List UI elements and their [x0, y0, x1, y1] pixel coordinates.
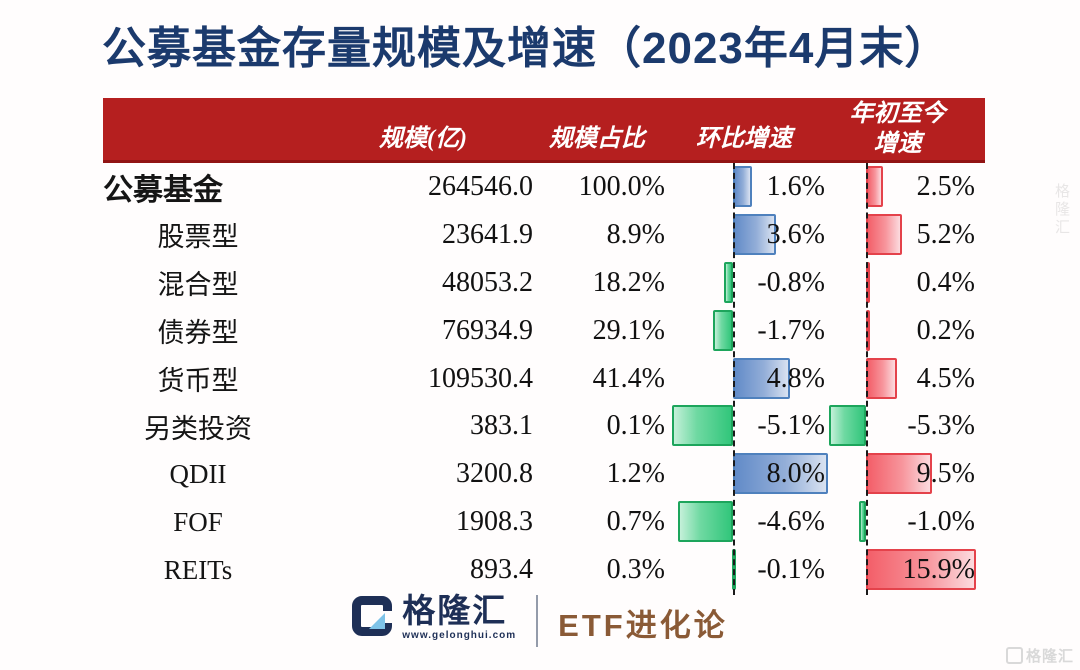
mom-growth-value: -0.8% [757, 266, 825, 298]
row-label: 货币型 [157, 366, 239, 396]
mom-growth-value: -1.7% [757, 314, 825, 346]
corner-watermark: 格隆汇 [1005, 645, 1074, 666]
ytd-growth-value: 0.4% [916, 266, 975, 298]
ytd-data-bar [866, 357, 898, 399]
g-icon-notch [383, 611, 393, 623]
footer: 格隆汇 www.gelonghui.com ETF进化论 [0, 594, 1080, 647]
mom-growth-value: 1.6% [766, 170, 825, 202]
ytd-growth-value: 0.2% [916, 314, 975, 346]
mom-data-bar [733, 357, 790, 399]
scale-value: 76934.9 [442, 314, 533, 346]
g-icon-triangle [369, 613, 386, 629]
mom-growth-value: 3.6% [766, 218, 825, 250]
row-label: 另类投资 [144, 413, 252, 444]
share-value: 0.7% [606, 506, 665, 538]
ytd-growth-value: 15.9% [902, 554, 975, 586]
brand-text-block: 格隆汇 www.gelonghui.com [402, 592, 517, 642]
share-value: 1.2% [606, 458, 665, 490]
table-body: 公募基金 264546.0 100.0% 1.6% 2.5% 股票型 23641.9 8.9%… [103, 163, 985, 594]
column-header-mom-growth: 环比增速 [696, 126, 792, 152]
page-title: 公募基金存量规模及增速（2023年4月末） [102, 24, 950, 73]
scale-value: 23641.9 [442, 218, 533, 250]
scale-value: 3200.8 [456, 458, 533, 490]
ytd-data-bar [866, 549, 976, 591]
row-label: 债券型 [157, 318, 239, 349]
row-label: REITs [163, 554, 233, 585]
mom-data-bar [678, 501, 733, 543]
column-header-ytd-line2: 增速 [873, 131, 922, 157]
ytd-growth-value: 4.5% [916, 362, 975, 394]
share-value: 100.0% [578, 170, 665, 202]
scale-value: 109530.4 [428, 362, 533, 394]
mom-growth-value: 8.0% [766, 458, 825, 490]
table-row: 债券型 76934.9 29.1% -1.7% 0.2% [103, 307, 985, 355]
side-watermark: 格隆汇 [1053, 183, 1070, 237]
column-header-share: 规模占比 [549, 126, 645, 152]
scale-value: 48053.2 [442, 266, 533, 298]
ytd-growth-value: 5.2% [916, 218, 975, 250]
table-row: REITs 893.4 0.3% -0.1% 15.9% [103, 546, 985, 594]
share-value: 0.3% [606, 554, 665, 586]
table-row: QDII 3200.8 1.2% 8.0% 9.5% [103, 450, 985, 498]
ytd-data-bar [829, 405, 866, 447]
mom-growth-value: -0.1% [757, 554, 825, 586]
mom-growth-value: -5.1% [757, 410, 825, 442]
column-brand-name: ETF进化论 [558, 608, 728, 643]
table-row: 货币型 109530.4 41.4% 4.8% 4.5% [103, 355, 985, 403]
ytd-growth-value: -1.0% [907, 506, 975, 538]
mom-data-bar [672, 405, 733, 447]
mom-data-bar [712, 309, 733, 351]
share-value: 18.2% [592, 266, 665, 298]
ytd-growth-value: 9.5% [916, 458, 975, 490]
gelonghui-logo: 格隆汇 www.gelonghui.com [352, 594, 516, 641]
mom-growth-value: -4.6% [757, 506, 825, 538]
mom-growth-value: 4.8% [766, 362, 825, 394]
mom-data-bar [723, 261, 733, 303]
corner-watermark-text: 格隆汇 [1025, 648, 1074, 665]
scale-value: 383.1 [470, 410, 533, 442]
ytd-data-bar [866, 453, 932, 495]
share-value: 8.9% [606, 218, 665, 250]
row-label: QDII [169, 458, 227, 489]
table-header-band: 规模(亿) 规模占比 环比增速 年初至今 增速 [103, 98, 985, 163]
ytd-growth-value: -5.3% [907, 410, 975, 442]
ytd-data-bar [859, 501, 866, 543]
column-header-scale: 规模(亿) [379, 126, 467, 152]
share-value: 29.1% [592, 314, 665, 346]
mom-data-bar [733, 453, 828, 495]
table-row: 股票型 23641.9 8.9% 3.6% 5.2% [103, 211, 985, 259]
gelonghui-g-icon [352, 596, 393, 636]
brand-url: www.gelonghui.com [402, 630, 517, 641]
table-row: FOF 1908.3 0.7% -4.6% -1.0% [103, 498, 985, 546]
scale-value: 264546.0 [428, 170, 533, 202]
row-label: FOF [173, 506, 223, 537]
ytd-data-bar [866, 213, 902, 255]
table-row: 混合型 48053.2 18.2% -0.8% 0.4% [103, 259, 985, 307]
ytd-growth-value: 2.5% [916, 170, 975, 202]
column-header-ytd-growth: 年初至今 增速 [815, 99, 980, 159]
row-label: 混合型 [157, 270, 239, 301]
row-label: 公募基金 [103, 173, 223, 207]
row-label: 股票型 [157, 222, 239, 253]
corner-watermark-g-icon [1005, 647, 1023, 664]
scale-value: 1908.3 [456, 506, 533, 538]
scale-value: 893.4 [470, 554, 533, 586]
share-value: 0.1% [606, 410, 665, 442]
brand-name: 格隆汇 [402, 592, 508, 629]
footer-divider [536, 595, 539, 647]
column-header-ytd-line1: 年初至今 [849, 101, 946, 127]
share-value: 41.4% [592, 362, 665, 394]
table-row: 另类投资 383.1 0.1% -5.1% -5.3% [103, 402, 985, 450]
table-row: 公募基金 264546.0 100.0% 1.6% 2.5% [103, 163, 985, 211]
